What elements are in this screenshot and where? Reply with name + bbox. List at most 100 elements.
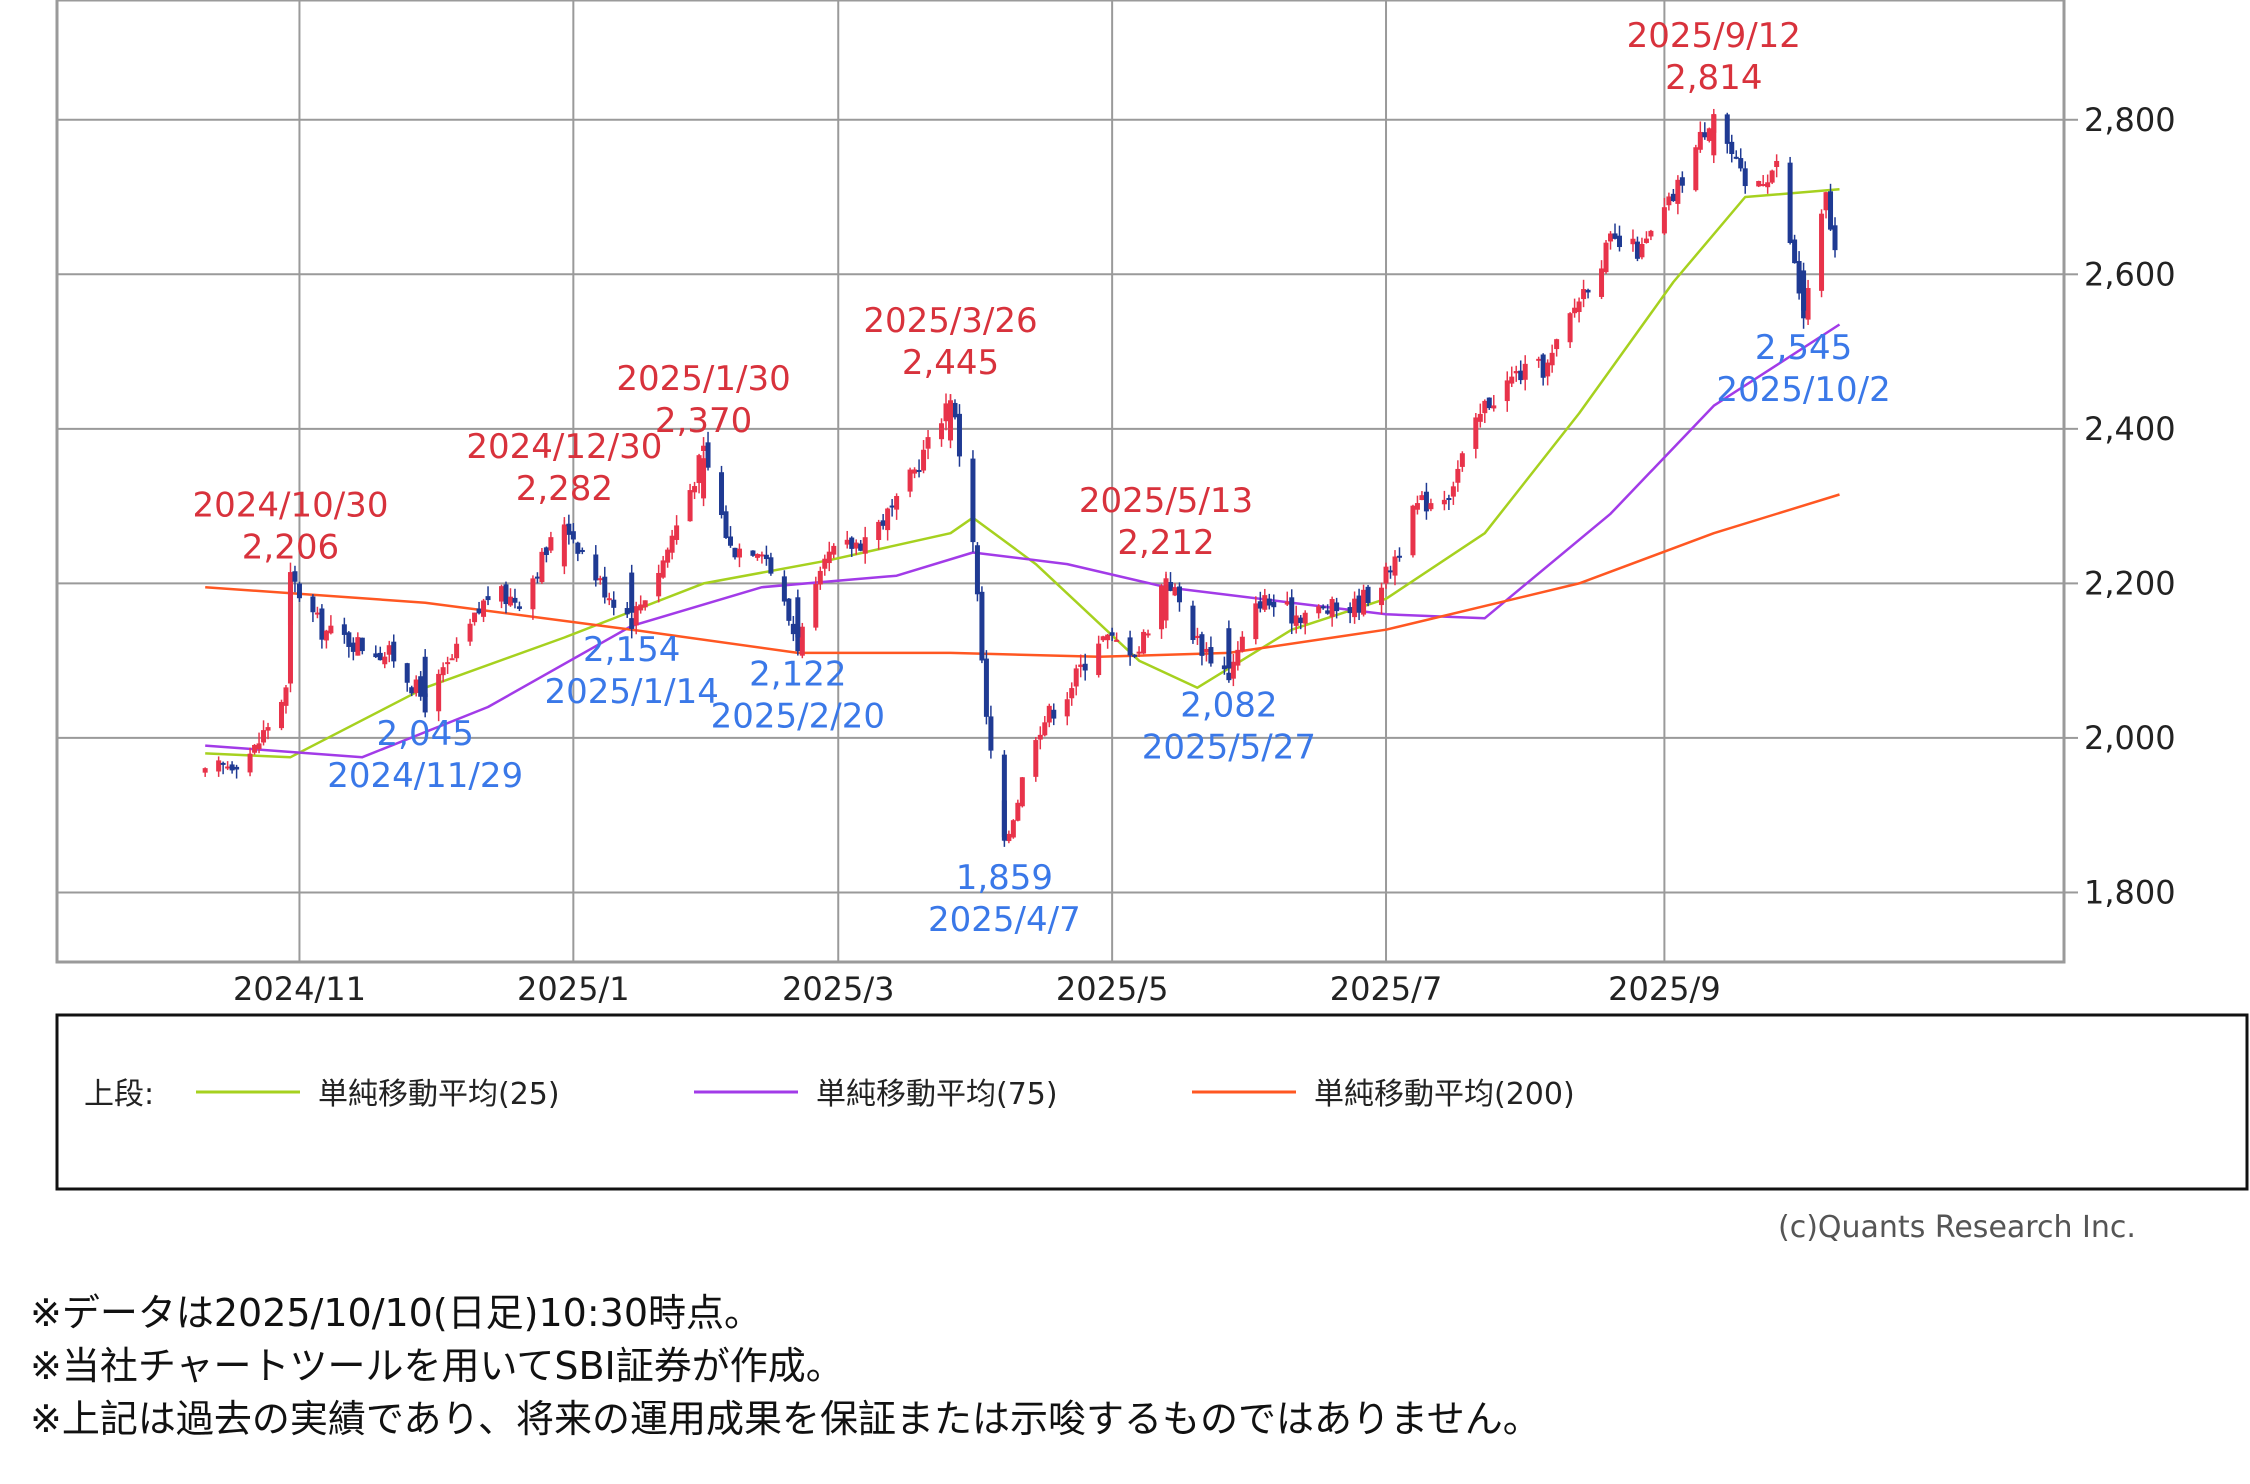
candle-body	[880, 520, 886, 526]
high-annotation-date: 2025/3/26	[863, 301, 1037, 341]
candle-body	[292, 571, 298, 582]
candle-body	[1518, 370, 1524, 381]
candle-body	[548, 537, 554, 551]
candle-body	[1221, 665, 1227, 670]
candle-body	[983, 658, 989, 717]
candle-body	[1792, 239, 1798, 264]
candle-body	[512, 597, 518, 603]
candle-body	[1226, 672, 1232, 681]
legend-label-ma200: 単純移動平均(200)	[1314, 1077, 1575, 1112]
candle-body	[1805, 288, 1811, 320]
x-tick-label: 2025/5	[1056, 970, 1169, 1008]
low-annotation-date: 2025/5/27	[1142, 728, 1316, 768]
candle-body	[1428, 503, 1434, 510]
candle-body	[1576, 301, 1582, 313]
candle-body	[1293, 615, 1299, 626]
high-annotation-date: 2025/9/12	[1627, 16, 1801, 56]
candle-body	[1379, 587, 1385, 606]
candle-body	[1082, 663, 1088, 671]
candle-body	[1163, 580, 1169, 621]
candle-body	[503, 584, 509, 605]
candle-body	[1693, 147, 1699, 191]
candle-body	[736, 548, 742, 558]
candle-body	[907, 469, 913, 492]
candle-body	[947, 400, 953, 441]
candle-body	[1616, 235, 1622, 248]
candle-body	[507, 596, 513, 606]
candle-body	[1828, 191, 1834, 230]
candle-body	[768, 557, 774, 574]
candle-body	[719, 472, 725, 515]
candle-body	[952, 402, 958, 418]
candle-body	[346, 632, 352, 647]
grid-lines	[57, 0, 2064, 962]
candle-body	[1765, 182, 1771, 188]
candle-body	[831, 545, 837, 555]
candle-body	[916, 469, 922, 472]
candle-body	[1194, 635, 1200, 639]
candle-body	[943, 403, 949, 422]
candle-body	[1675, 179, 1681, 204]
candle-body	[1127, 637, 1133, 656]
high-annotation-date: 2025/1/30	[616, 359, 790, 399]
candle-body	[1603, 242, 1609, 273]
candle-body	[956, 413, 962, 457]
candle-body	[481, 600, 487, 617]
y-tick-label: 2,000	[2084, 719, 2176, 757]
candle-body	[323, 630, 329, 641]
candle-body	[1010, 820, 1016, 838]
candle-body	[1262, 595, 1268, 610]
candle-body	[1661, 207, 1667, 234]
candle-body	[853, 542, 859, 549]
candle-body	[786, 598, 792, 621]
candle-body	[328, 625, 334, 634]
candle-body	[602, 576, 608, 598]
candle-body	[1235, 649, 1241, 666]
candle-body	[1419, 495, 1425, 501]
candle-body	[1742, 168, 1748, 187]
candle-body	[566, 523, 572, 535]
candle-body	[561, 526, 567, 567]
candle-body	[813, 584, 819, 628]
candle-body	[296, 583, 302, 599]
candle-body	[1567, 313, 1573, 343]
candle-body	[579, 549, 585, 552]
candle-body	[1383, 566, 1389, 584]
candle-body	[1554, 339, 1560, 350]
footnote-disclaimer: ※上記は過去の実績であり、将来の運用成果を保証または示唆するものではありません。	[30, 1397, 1541, 1441]
candle-body	[1284, 601, 1290, 605]
candle-body	[1446, 498, 1452, 501]
candle-body	[633, 606, 639, 626]
candle-body	[1289, 597, 1295, 624]
candle-body	[1509, 376, 1515, 384]
candle-body	[516, 606, 522, 609]
candle-body	[885, 508, 891, 531]
candle-body	[1738, 158, 1744, 169]
candle-body	[1724, 114, 1730, 144]
candle-body	[1648, 230, 1654, 237]
candle-body	[234, 766, 240, 770]
candle-body	[377, 652, 383, 661]
candle-body	[939, 423, 945, 440]
candle-body	[341, 624, 347, 635]
low-annotation-value: 2,122	[749, 655, 846, 695]
candle-body	[1078, 664, 1084, 667]
candle-body	[925, 437, 931, 449]
candle-body	[225, 766, 231, 769]
high-annotation-value: 2,445	[902, 343, 999, 383]
candle-body	[1702, 132, 1708, 138]
candle-body	[499, 586, 505, 602]
candle-body	[539, 551, 545, 583]
candle-body	[1599, 268, 1605, 297]
candle-body	[1455, 468, 1461, 483]
candle-body	[669, 535, 675, 553]
candle-body	[1513, 371, 1519, 374]
candle-body	[534, 576, 540, 579]
candle-body	[449, 658, 455, 661]
candle-body	[1388, 570, 1394, 573]
candle-body	[1729, 141, 1735, 155]
candle-body	[314, 612, 320, 615]
candle-body	[1037, 734, 1043, 740]
candle-body	[472, 612, 478, 623]
candle-body	[1145, 633, 1151, 636]
